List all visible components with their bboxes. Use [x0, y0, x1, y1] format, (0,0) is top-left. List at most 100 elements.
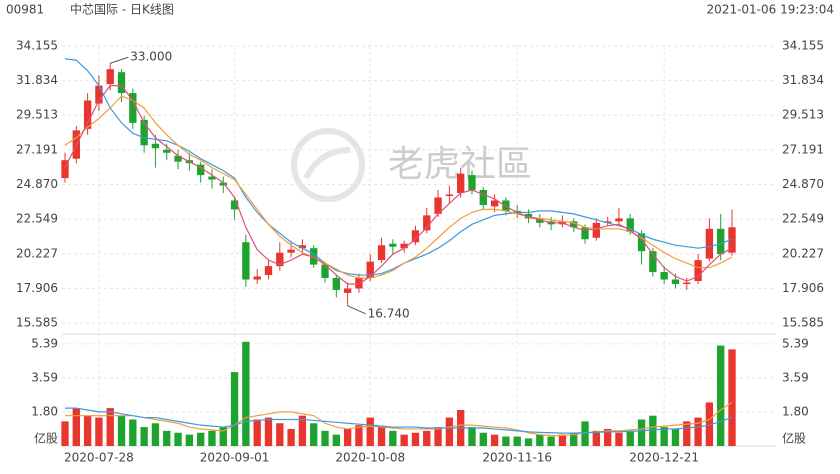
volume-bar	[95, 417, 103, 446]
chart-title: 中芯国际 - 日K线图	[70, 2, 174, 17]
candle-body	[445, 194, 454, 196]
price-tick-label-right: 27.191	[782, 142, 824, 156]
x-tick-label: 2020-07-28	[64, 451, 134, 465]
price-tick-label-left: 15.585	[16, 316, 58, 330]
price-tick-label-right: 31.834	[782, 73, 824, 87]
timestamp: 2021-01-06 19:23:04	[707, 3, 834, 17]
moving-average-line	[65, 407, 733, 434]
candle-body	[423, 215, 431, 231]
volume-tick-label-left: 3.59	[31, 370, 58, 384]
price-tick-label-right: 24.870	[782, 177, 824, 191]
candle-body	[490, 200, 499, 207]
candle-body	[298, 245, 307, 249]
volume-bar	[411, 432, 420, 446]
volume-bar	[321, 430, 329, 446]
volume-bar	[174, 432, 182, 446]
volume-bar	[129, 419, 137, 446]
volume-bar	[671, 428, 680, 446]
candle-body	[61, 160, 69, 179]
volume-bar	[660, 427, 668, 446]
candle-body	[570, 221, 578, 228]
volume-bar	[558, 434, 567, 446]
volume-bar	[694, 417, 702, 446]
candle-body	[83, 100, 92, 129]
volume-bar	[683, 421, 691, 446]
price-tick-label-right: 15.585	[782, 316, 824, 330]
volume-bar	[400, 434, 408, 446]
candle-body	[400, 243, 408, 249]
volume-bar	[389, 430, 397, 446]
annotation-label: 33.000	[130, 50, 172, 64]
moving-average-line	[64, 58, 733, 276]
volume-bar	[140, 427, 148, 446]
volume-bar	[615, 432, 623, 446]
x-tick-label: 2020-11-16	[482, 451, 552, 465]
candle-body	[219, 182, 227, 186]
price-tick-label-left: 22.549	[16, 212, 58, 226]
candle-body	[389, 243, 397, 247]
candle-body	[581, 227, 589, 240]
volume-tick-label-right: 1.80	[782, 404, 809, 418]
volume-bar	[310, 423, 318, 446]
candle-body	[355, 278, 363, 289]
candle-body	[276, 252, 284, 267]
volume-bar	[242, 341, 250, 446]
volume-bar	[445, 417, 454, 446]
volume-tick-label-left: 1.80	[31, 404, 58, 418]
volume-bar	[502, 436, 510, 446]
volume-bar	[490, 434, 499, 446]
price-tick-label-right: 22.549	[782, 212, 824, 226]
candle-body	[502, 200, 510, 211]
volume-bar	[117, 415, 126, 446]
candle-body	[615, 218, 623, 222]
moving-average-line	[64, 85, 733, 285]
candle-body	[637, 233, 646, 252]
x-tick-label: 2020-10-08	[335, 451, 405, 465]
volume-bar	[592, 430, 601, 446]
candle-body	[524, 213, 533, 219]
stock-code: 00981	[6, 3, 44, 17]
candle-body	[343, 288, 352, 293]
volume-bar	[468, 427, 476, 446]
volume-bar	[524, 438, 533, 446]
candle-body	[310, 248, 318, 265]
volume-bar	[603, 428, 612, 446]
volume-bar	[163, 430, 171, 446]
volume-bar	[208, 430, 216, 446]
price-tick-label-right: 17.906	[782, 281, 824, 295]
candle-body	[683, 282, 691, 284]
candle-body	[140, 119, 148, 146]
volume-bar	[423, 430, 431, 446]
volume-bar	[649, 415, 657, 446]
volume-bar	[377, 427, 386, 446]
candle-body	[411, 230, 420, 243]
candle-body	[671, 279, 680, 284]
volume-bar	[185, 434, 194, 446]
candle-body	[536, 218, 544, 223]
price-tick-label-left: 34.155	[16, 39, 58, 53]
price-tick-label-left: 31.834	[16, 73, 58, 87]
candle-body	[117, 72, 126, 94]
candle-body	[479, 190, 487, 205]
price-tick-label-left: 24.870	[16, 177, 58, 191]
candle-body	[694, 260, 702, 282]
candle-body	[230, 200, 239, 210]
volume-bar	[536, 434, 544, 446]
volume-tick-label-right: 3.59	[782, 370, 809, 384]
price-tick-label-right: 29.513	[782, 108, 824, 122]
volume-bar	[728, 349, 736, 446]
candle-body	[242, 242, 250, 280]
candle-body	[457, 173, 465, 194]
volume-tick-label-right: 5.39	[782, 336, 809, 350]
candle-body	[434, 197, 442, 214]
volume-unit-right: 亿股	[782, 431, 806, 446]
annotation-leader	[347, 305, 366, 315]
price-tick-label-left: 29.513	[16, 108, 58, 122]
volume-unit-left: 亿股	[34, 431, 58, 446]
candle-body	[717, 228, 725, 255]
candle-body	[660, 272, 668, 280]
moving-average-line	[64, 95, 733, 279]
volume-bar	[705, 402, 714, 446]
candle-body	[366, 261, 374, 279]
volume-bar	[276, 423, 284, 446]
